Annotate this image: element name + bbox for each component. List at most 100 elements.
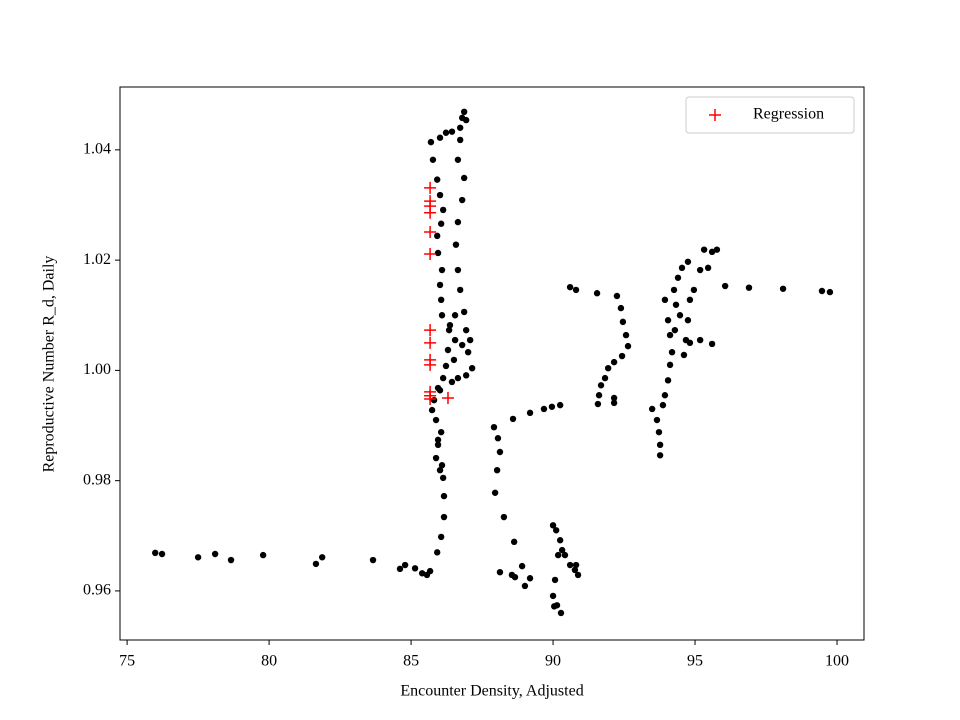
point [509, 415, 517, 423]
point [436, 387, 444, 394]
plus-marker [424, 181, 437, 194]
point [670, 286, 678, 294]
point [456, 136, 464, 144]
point [452, 241, 460, 248]
point [434, 441, 442, 449]
point [436, 134, 444, 141]
point [684, 258, 692, 265]
point [458, 196, 466, 204]
point [430, 396, 438, 404]
point [708, 248, 716, 256]
point [437, 533, 445, 541]
point [556, 401, 564, 409]
point [439, 474, 447, 482]
point [496, 568, 504, 576]
point [439, 374, 447, 382]
point [549, 592, 557, 600]
point [456, 286, 464, 294]
point [696, 336, 704, 344]
point [604, 364, 612, 372]
point [552, 527, 560, 534]
point [454, 374, 462, 382]
point [574, 571, 582, 579]
x-tick-label: 90 [545, 653, 561, 670]
point [668, 348, 676, 356]
y-tick-label: 1.04 [83, 141, 111, 158]
point [401, 561, 409, 569]
point [432, 416, 440, 424]
point [396, 565, 404, 573]
point [454, 156, 462, 163]
point [684, 317, 692, 324]
y-tick-label: 1.00 [83, 361, 111, 378]
point [369, 556, 377, 564]
point [432, 454, 440, 462]
point [456, 124, 464, 131]
point [661, 392, 669, 399]
point [704, 264, 712, 272]
point [593, 290, 601, 297]
point [451, 312, 459, 319]
point [676, 312, 684, 319]
point [708, 340, 716, 348]
point [745, 284, 753, 291]
point [442, 129, 450, 136]
point [671, 326, 679, 334]
point [594, 400, 602, 408]
point [548, 403, 556, 410]
plus-marker [424, 336, 437, 349]
point [436, 466, 444, 474]
point [440, 492, 448, 500]
plus-marker [424, 206, 437, 219]
point [561, 551, 569, 559]
point [426, 567, 434, 575]
plus-marker [441, 391, 454, 404]
y-tick-label: 0.98 [83, 471, 111, 488]
point [666, 331, 674, 339]
point [518, 562, 526, 570]
y-tick-label: 0.96 [83, 582, 111, 599]
point [448, 128, 456, 135]
point [601, 374, 609, 382]
point [448, 378, 456, 386]
plot-frame [119, 86, 865, 641]
point [460, 308, 468, 316]
point [437, 428, 445, 436]
point [556, 537, 564, 544]
point [656, 452, 664, 459]
point [566, 561, 574, 569]
point [158, 550, 166, 558]
point [551, 576, 559, 584]
point [526, 575, 534, 582]
point [572, 286, 580, 294]
point [610, 394, 618, 402]
point [442, 362, 450, 370]
point [666, 361, 674, 369]
point [664, 317, 672, 324]
point [460, 108, 468, 116]
point [458, 341, 466, 349]
x-tick-label: 80 [261, 653, 277, 670]
point [549, 522, 557, 529]
point [624, 342, 632, 350]
plus-marker [424, 248, 437, 261]
point [558, 546, 566, 554]
point [622, 331, 630, 339]
x-tick-label: 85 [403, 653, 419, 670]
point [595, 392, 603, 399]
point [496, 448, 504, 456]
legend-marker [709, 109, 721, 121]
point [818, 287, 826, 295]
point [713, 246, 721, 253]
point [526, 409, 534, 417]
point [510, 538, 518, 546]
point [437, 220, 445, 227]
point [696, 266, 704, 274]
point [418, 570, 426, 577]
y-tick-label: 1.02 [83, 251, 111, 268]
point [672, 301, 680, 308]
point [450, 356, 458, 364]
point [411, 565, 419, 572]
point [618, 352, 626, 360]
